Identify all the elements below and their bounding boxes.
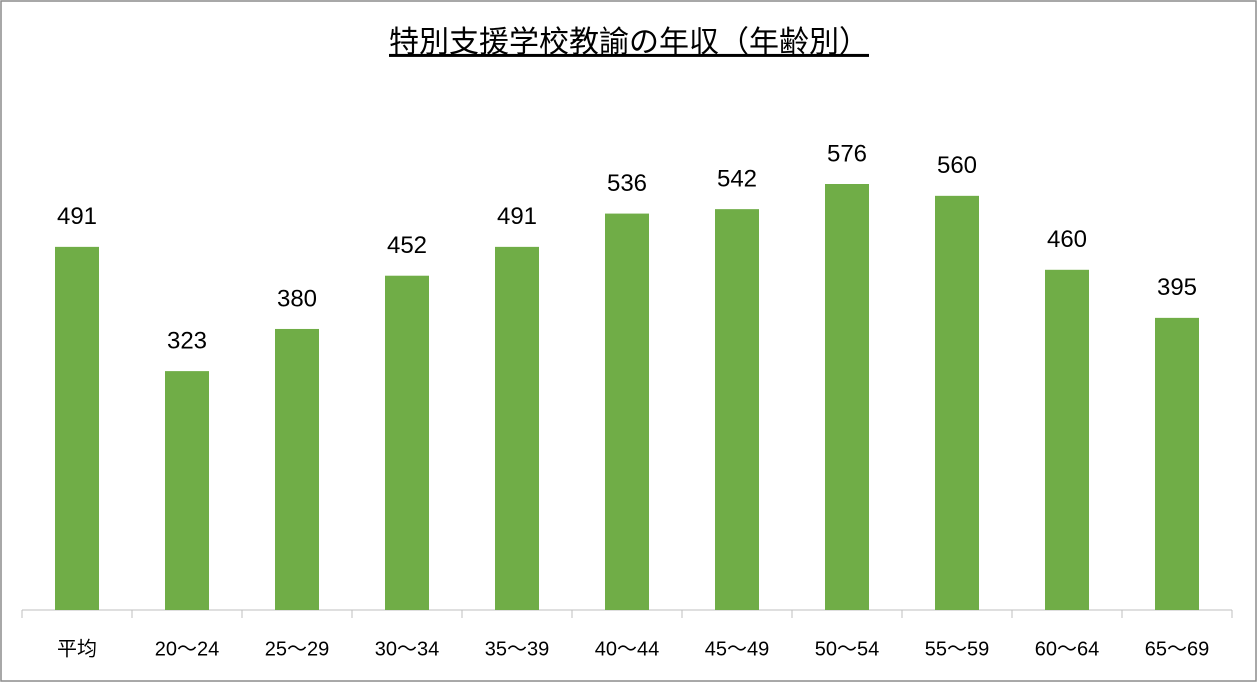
value-label: 542 — [717, 165, 757, 192]
value-label: 536 — [607, 170, 647, 197]
x-tick-label: 40〜44 — [595, 638, 660, 660]
value-label: 452 — [387, 232, 427, 259]
bar — [165, 371, 209, 610]
x-tick-label: 50〜54 — [815, 638, 880, 660]
x-tick-label: 20〜24 — [155, 638, 220, 660]
bar — [935, 195, 979, 611]
x-tick-label: 55〜59 — [925, 638, 990, 660]
chart-title: 特別支援学校教諭の年収（年齢別） — [389, 26, 869, 59]
x-tick-label: 45〜49 — [705, 638, 770, 660]
value-label: 460 — [1047, 226, 1087, 253]
bar — [1155, 317, 1199, 610]
bar — [495, 246, 539, 611]
x-tick-label: 30〜34 — [375, 638, 440, 660]
value-label: 560 — [937, 152, 977, 179]
x-tick-label: 25〜29 — [265, 638, 330, 660]
x-tick-label: 平均 — [57, 637, 97, 660]
bar — [605, 213, 649, 611]
value-label: 576 — [827, 140, 867, 167]
value-label: 323 — [167, 327, 207, 354]
bar — [385, 275, 429, 610]
value-label: 380 — [277, 285, 317, 312]
x-tick-label: 60〜64 — [1035, 638, 1100, 660]
value-label: 395 — [1157, 274, 1197, 301]
bar — [825, 184, 869, 610]
bar — [55, 246, 99, 611]
bar — [1045, 269, 1089, 610]
bar — [715, 209, 759, 611]
x-tick-label: 35〜39 — [485, 638, 550, 660]
value-label: 491 — [57, 203, 97, 230]
x-tick-label: 65〜69 — [1145, 638, 1210, 660]
value-label: 491 — [497, 203, 537, 230]
bar — [275, 328, 319, 610]
